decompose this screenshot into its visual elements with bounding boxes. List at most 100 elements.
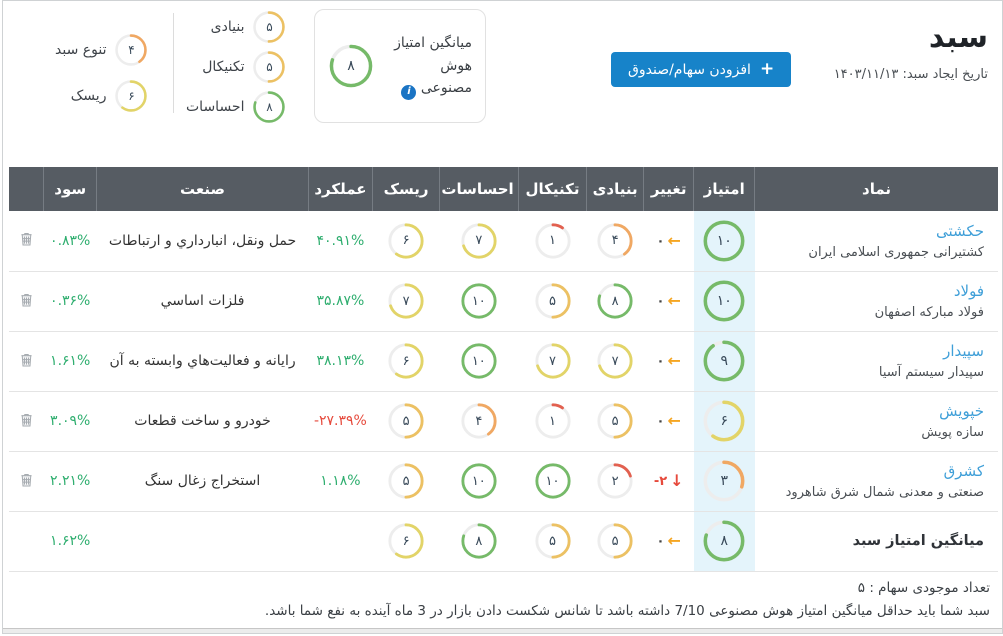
company-name: سازه پویش xyxy=(921,425,984,440)
risk-label: ریسک xyxy=(70,88,107,104)
holdings-count: تعداد موجودی سهام : ۵ xyxy=(857,580,990,596)
trash-icon xyxy=(21,233,32,246)
fundamental-cell: ۸ xyxy=(586,271,644,332)
score-gauge: ۹ xyxy=(702,339,746,383)
score-cell: ۱۰ xyxy=(693,211,755,272)
symbol-cell: سپیدار سپیدار سیستم آسیا xyxy=(754,331,998,392)
fundamental-label: بنیادی xyxy=(210,19,245,35)
industry-cell: رایانه و فعالیت‌هاي وابسته به آن xyxy=(96,331,309,392)
risk-gauge: ۵ xyxy=(387,462,425,500)
symbol-link[interactable]: کشرق xyxy=(943,462,984,480)
technical-gauge: ۵ xyxy=(252,50,286,84)
sentiment-cell: ۷ xyxy=(439,211,519,272)
score-gauge: ۱۰ xyxy=(702,279,746,323)
column-header-actions xyxy=(9,167,44,211)
technical-gauge: ۷ xyxy=(534,342,572,380)
actions-cell xyxy=(9,511,44,572)
fundamental-gauge: ۲ xyxy=(596,462,634,500)
change-cell: ۰ ← xyxy=(643,511,694,572)
diversity-gauge: ۴ xyxy=(114,33,148,67)
score-cell: ۸ xyxy=(693,511,755,572)
table-row: کشرق صنعتی و معدنی شمال شرق شاهرود ۳ -۲ … xyxy=(9,451,998,512)
performance-cell: ۳۵.۸۷% xyxy=(308,271,373,332)
add-stock-fund-button[interactable]: + افزودن سهام/صندوق xyxy=(611,52,792,87)
technical-cell: ۵ xyxy=(518,271,587,332)
fundamental-cell: ۲ xyxy=(586,451,644,512)
gauge-row-sentiment: ۸ احساسات xyxy=(186,87,286,127)
gauge-row-risk: ۶ ریسک xyxy=(55,73,148,119)
table-row: فولاد فولاد مبارکه اصفهان ۱۰ ۰ ← ۸ ۵ ۱۰ … xyxy=(9,271,998,332)
technical-gauge: ۱ xyxy=(534,402,572,440)
profit-cell: ۰.۳۶% xyxy=(43,271,97,332)
diversity-label: تنوع سبد xyxy=(55,42,107,58)
symbol-cell: حکشتی کشتیرانی جمهوری اسلامی ایران xyxy=(754,211,998,272)
portfolio-gauges-column: ۴ تنوع سبد ۶ ریسک xyxy=(55,27,148,119)
industry-cell: حمل ونقل، انبارداري و ارتباطات xyxy=(96,211,309,272)
industry-cell: فلزات اساسي xyxy=(96,271,309,332)
portfolio-created-date: تاریخ ایجاد سبد: ۱۴۰۳/۱۱/۱۳ xyxy=(833,67,988,82)
technical-cell: ۷ xyxy=(518,331,587,392)
delete-row-button[interactable] xyxy=(16,409,37,434)
sentiment-gauge: ۱۰ xyxy=(460,282,498,320)
column-header-industry: صنعت xyxy=(96,167,309,211)
sentiment-gauge: ۱۰ xyxy=(460,342,498,380)
column-header-change: تغییر xyxy=(642,167,694,211)
symbol-link[interactable]: سپیدار xyxy=(943,342,984,360)
change-cell: ۰ ← xyxy=(643,271,694,332)
column-header-profit: سود xyxy=(42,167,97,211)
symbol-cell: خپویش سازه پویش xyxy=(754,391,998,452)
risk-cell: ۶ xyxy=(372,331,440,392)
table-header-row: نماد امتیاز تغییر بنیادی تکنیکال احساسات ریسک ع… xyxy=(9,167,998,211)
technical-gauge: ۵ xyxy=(534,282,572,320)
technical-cell: ۱ xyxy=(518,211,587,272)
change-cell: ۰ ← xyxy=(643,331,694,392)
score-cell: ۳ xyxy=(693,451,755,512)
performance-cell: ۱.۱۸% xyxy=(308,451,373,512)
profit-cell: ۲.۲۱% xyxy=(43,451,97,512)
portfolio-note: سبد شما باید حداقل میانگین امتیاز هوش مص… xyxy=(264,603,990,619)
info-icon[interactable]: i xyxy=(401,84,417,100)
industry-cell: خودرو و ساخت قطعات xyxy=(96,391,309,452)
delete-row-button[interactable] xyxy=(16,469,37,494)
risk-cell: ۶ xyxy=(372,511,440,572)
actions-cell xyxy=(9,451,44,512)
gauge-row-technical: ۵ تکنیکال xyxy=(186,47,286,87)
average-row: میانگین امتیاز سبد ۸ ۰ ← ۵ ۵ ۸ ۶ ۱.۶۲% xyxy=(9,511,998,572)
company-name: کشتیرانی جمهوری اسلامی ایران xyxy=(808,244,984,260)
arrow-left-icon: ← xyxy=(667,351,681,371)
change-cell: ۰ ← xyxy=(643,211,694,272)
change-indicator: ۰ ← xyxy=(656,351,681,371)
sentiment-gauge: ۴ xyxy=(460,402,498,440)
technical-cell: ۱ xyxy=(518,391,587,452)
symbol-link[interactable]: خپویش xyxy=(939,402,984,420)
symbol-link[interactable]: فولاد xyxy=(953,282,984,300)
change-cell: -۲ ↓ xyxy=(643,451,694,512)
arrow-down-icon: ↓ xyxy=(670,471,684,491)
technical-cell: ۱۰ xyxy=(518,451,587,512)
sentiment-gauge: ۱۰ xyxy=(460,462,498,500)
performance-cell: ۳۸.۱۳% xyxy=(308,331,373,392)
delete-row-button[interactable] xyxy=(16,349,37,374)
page-title: سبد xyxy=(928,20,988,55)
technical-gauge: ۱۰ xyxy=(534,462,572,500)
delete-row-button[interactable] xyxy=(16,228,37,253)
column-header-symbol: نماد xyxy=(754,167,998,211)
fundamental-gauge: ۸ xyxy=(596,282,634,320)
table-row: حکشتی کشتیرانی جمهوری اسلامی ایران ۱۰ ۰ … xyxy=(9,211,998,272)
change-indicator: ۰ ← xyxy=(656,411,681,431)
delete-row-button[interactable] xyxy=(16,289,37,314)
arrow-left-icon: ← xyxy=(667,411,681,431)
risk-gauge: ۷ xyxy=(387,282,425,320)
score-cell: ۶ xyxy=(693,391,755,452)
trash-icon xyxy=(21,293,32,306)
symbol-link[interactable]: حکشتی xyxy=(936,221,984,240)
table-row: سپیدار سپیدار سیستم آسیا ۹ ۰ ← ۷ ۷ ۱۰ ۶ xyxy=(9,331,998,392)
fundamental-cell: ۵ xyxy=(586,391,644,452)
industry-cell xyxy=(96,511,309,572)
profit-cell: ۳.۰۹% xyxy=(43,391,97,452)
arrow-left-icon: ← xyxy=(667,291,681,311)
company-name: فولاد مبارکه اصفهان xyxy=(874,305,984,320)
fundamental-gauge: ۵ xyxy=(596,522,634,560)
metric-gauges-column: ۵ بنیادی ۵ تکنیکال ۸ احساسات xyxy=(186,7,286,127)
